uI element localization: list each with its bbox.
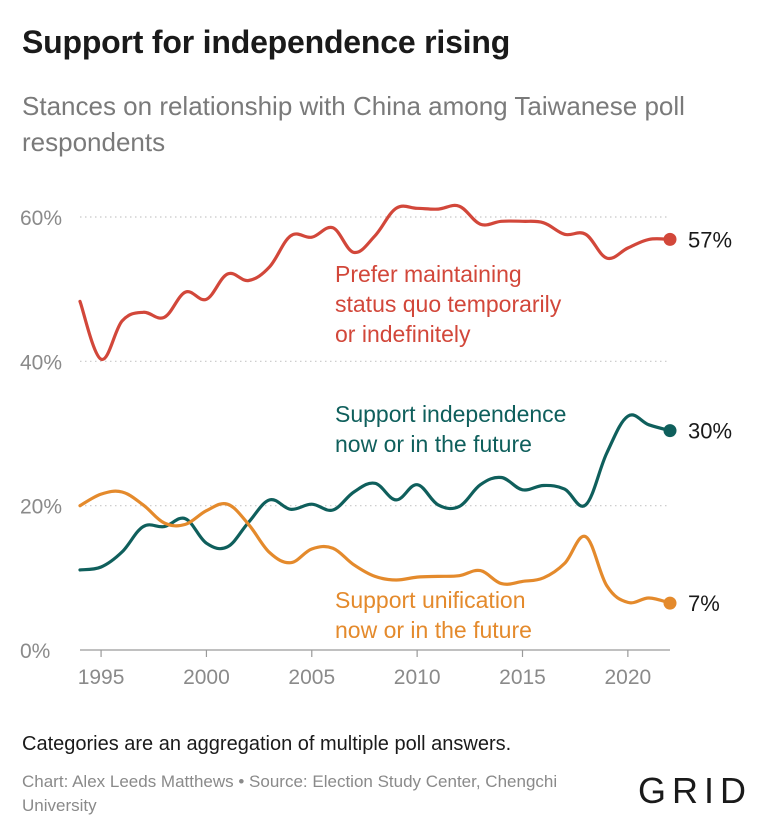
unification-end-point [663, 596, 677, 610]
x-tick-label: 2015 [499, 666, 546, 689]
y-tick-label: 40% [20, 351, 62, 374]
unification-series-label-line: Support unification [335, 587, 526, 613]
unification-end-value-label: 7% [688, 591, 720, 616]
unification-series-label: Support unification now or in the future [335, 587, 532, 643]
independence-end-value-label: 30% [688, 419, 732, 444]
independence-series-label: Support independence now or in the future [335, 401, 566, 457]
x-tick-label: 2010 [394, 666, 441, 689]
x-tick-label: 2020 [604, 666, 651, 689]
chart-title: Support for independence rising [22, 24, 511, 60]
status-quo-series-label-line: Prefer maintaining [335, 261, 522, 287]
status-quo-series-label-line: or indefinitely [335, 321, 471, 347]
status-quo-end-point [663, 232, 677, 246]
status-quo-series-label-line: status quo temporarily [335, 291, 562, 317]
y-tick-label: 60% [20, 207, 62, 230]
x-tick-label: 2005 [288, 666, 335, 689]
x-tick-label: 1995 [78, 666, 125, 689]
source-credit: Chart: Alex Leeds Matthews • Source: Ele… [22, 772, 558, 815]
status-quo-series-label: Prefer maintaining status quo temporarily… [335, 261, 562, 347]
unification-series-line [78, 489, 672, 605]
line-chart: 0% 20% 40% 60% 1995 2000 2005 2010 2015 2020 57% Pr… [20, 203, 732, 689]
unification-series-label-line: now or in the future [335, 617, 532, 643]
independence-series-label-line: now or in the future [335, 431, 532, 457]
grid-logo: GRID [638, 770, 752, 811]
status-quo-end-value-label: 57% [688, 227, 732, 252]
x-tick-label: 2000 [183, 666, 230, 689]
status-quo-series-line [78, 203, 672, 361]
y-tick-label: 20% [20, 496, 62, 519]
independence-end-point [663, 424, 677, 438]
independence-series-line [78, 413, 672, 572]
independence-series-label-line: Support independence [335, 401, 566, 427]
chart-subtitle: Stances on relationship with China among… [22, 91, 685, 157]
y-tick-label: 0% [20, 640, 50, 663]
footnote: Categories are an aggregation of multipl… [22, 733, 512, 755]
